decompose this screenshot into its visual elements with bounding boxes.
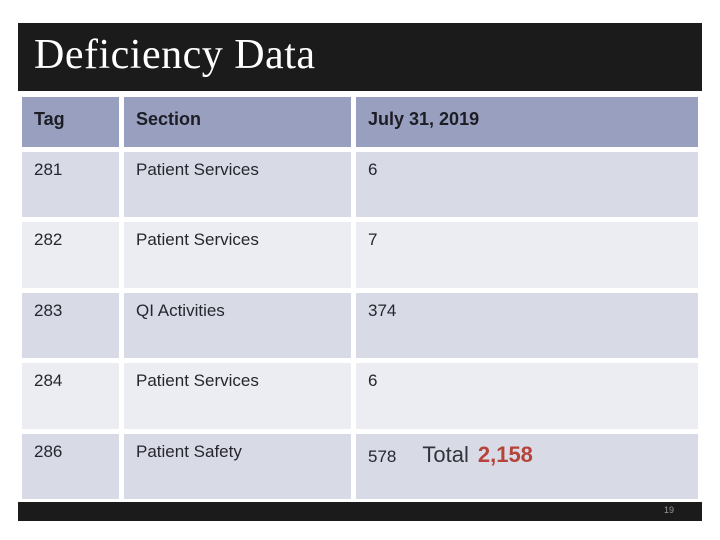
cell-section: Patient Safety [124,433,351,499]
cell-tag: 281 [22,152,119,218]
cell-value-total: 578 Total 2,158 [356,433,698,499]
total-label: Total [422,441,469,467]
cell-tag: 283 [22,292,119,359]
cell-value: 6 [356,363,698,429]
title-bar: Deficiency Data [18,23,702,91]
cell-value: 374 [356,292,698,359]
total-value: 2,158 [477,441,533,467]
cell-tag: 284 [22,363,119,429]
column-header-section: Section [124,97,351,147]
cell-value: 7 [356,222,698,288]
cell-section: Patient Services [124,363,351,429]
cell-value-text: 578 [368,446,397,466]
deficiency-table: Tag Section July 31, 2019 281 Patient Se… [22,97,698,499]
cell-value: 6 [356,152,698,218]
column-header-date: July 31, 2019 [356,97,698,147]
cell-tag: 282 [22,222,119,288]
footer-bar: 19 [18,502,702,521]
column-header-tag: Tag [22,97,119,147]
cell-tag: 286 [22,433,119,499]
cell-section: Patient Services [124,222,351,288]
page-number: 19 [663,505,674,515]
cell-section: Patient Services [124,152,351,218]
cell-section: QI Activities [124,292,351,359]
slide-title: Deficiency Data [34,32,316,78]
